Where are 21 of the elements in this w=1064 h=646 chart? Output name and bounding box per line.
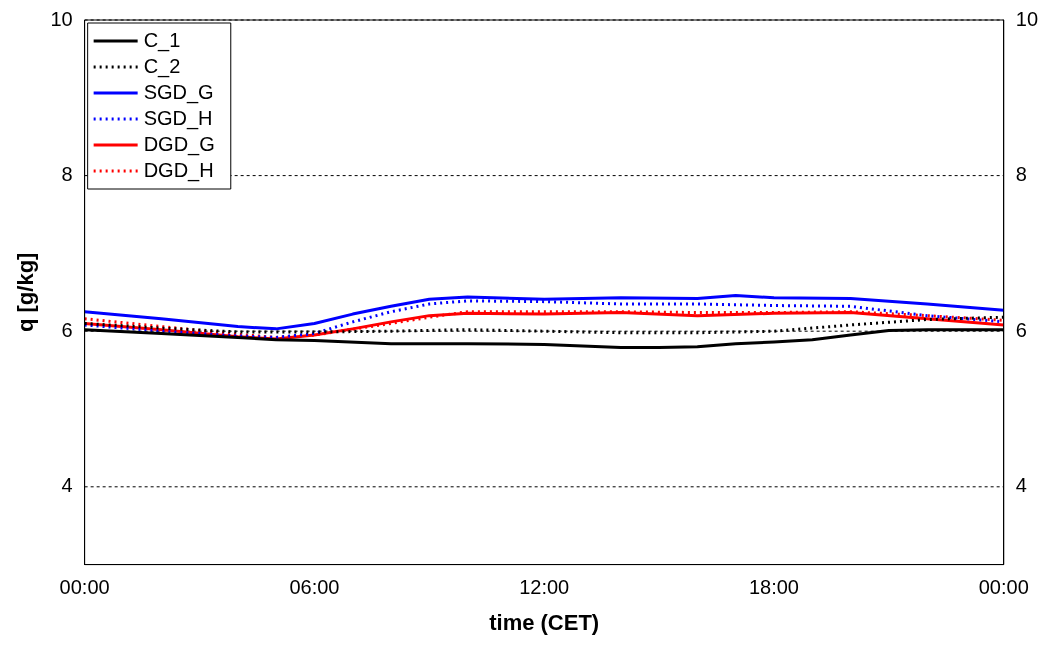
y-tick-label: 8	[61, 163, 73, 186]
legend-label: SGD_H	[143, 106, 213, 130]
legend-label: C_2	[143, 54, 181, 78]
y2-tick-label: 4	[1015, 474, 1027, 497]
x-tick-label: 12:00	[519, 576, 570, 599]
legend-label: C_1	[143, 28, 181, 52]
legend-label: DGD_G	[143, 132, 215, 156]
y2-tick-label: 10	[1015, 7, 1038, 30]
y-tick-label: 10	[50, 7, 73, 30]
y-tick-label: 4	[61, 474, 73, 497]
y2-tick-label: 8	[1015, 163, 1027, 186]
legend-label: SGD_G	[143, 80, 214, 104]
x-tick-label: 00:00	[978, 576, 1029, 599]
y-axis-title: q [g/kg]	[13, 252, 39, 333]
x-axis-title: time (CET)	[489, 609, 600, 635]
x-tick-label: 06:00	[289, 576, 340, 599]
legend-label: DGD_H	[143, 158, 214, 182]
x-tick-label: 18:00	[748, 576, 800, 599]
y-tick-label: 6	[61, 318, 73, 341]
x-tick-label: 00:00	[59, 576, 110, 599]
y2-tick-label: 6	[1015, 318, 1027, 341]
